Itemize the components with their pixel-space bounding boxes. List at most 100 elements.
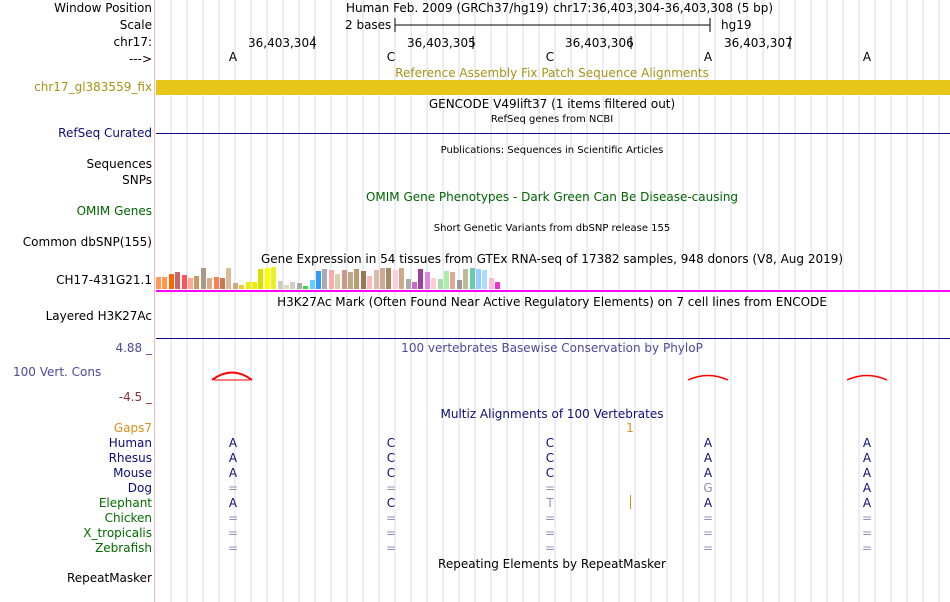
h3k27ac-label[interactable]: Layered H3K27Ac [45,309,152,323]
fix-patch-alignment-bar[interactable] [156,80,950,95]
gtex-tissue-bar[interactable] [437,279,443,289]
assembly-title: Human Feb. 2009 (GRCh37/hg19) [346,1,549,15]
omim-label[interactable]: OMIM Genes [76,204,152,218]
gtex-tissue-bar[interactable] [322,269,328,289]
omim-title: OMIM Gene Phenotypes - Dark Green Can Be… [365,190,739,204]
gtex-tissue-bar[interactable] [181,275,187,289]
repeatmasker-label[interactable]: RepeatMasker [66,571,152,585]
gtex-tissue-bar[interactable] [232,283,238,289]
gtex-tissue-bar[interactable] [380,268,385,289]
dna-base-3: C [545,50,555,64]
gtex-tissue-bar[interactable] [392,270,398,289]
gtex-tissue-bar[interactable] [290,282,296,289]
scale-label: Scale [119,18,152,32]
gaps-label[interactable]: Gaps7 [113,421,152,435]
gtex-tissue-bar[interactable] [226,268,232,289]
species-label[interactable]: X_tropicalis [83,526,152,540]
gtex-tissue-bar[interactable] [399,268,405,289]
gtex-tissue-bar[interactable] [271,267,277,289]
gtex-tissue-bar[interactable] [373,270,379,289]
gtex-tissue-bar[interactable] [316,271,321,289]
gtex-tissue-bar[interactable] [405,279,411,289]
gtex-tissue-bar[interactable] [412,282,417,289]
gtex-tissue-bar[interactable] [156,277,161,289]
species-base: T [546,496,554,510]
gtex-tissue-bar[interactable] [175,272,181,289]
refseq-gene-line[interactable] [156,133,950,134]
gtex-tissue-bar[interactable] [303,286,309,289]
species-label[interactable]: Zebrafish [95,541,152,555]
gtex-tissue-bar[interactable] [482,270,488,289]
fix-patch-label[interactable]: chr17_gl383559_fix [34,80,152,94]
gtex-tissue-bar[interactable] [245,282,251,289]
gtex-tissue-bar[interactable] [463,269,469,289]
gtex-tissue-bar[interactable] [258,269,264,289]
publications-label-2[interactable]: SNPs [122,173,152,187]
gtex-tissue-bar[interactable] [418,269,424,289]
gtex-tissue-bar[interactable] [188,278,193,289]
gtex-label[interactable]: CH17-431G21.1 [56,273,152,287]
species-base: = [861,541,873,555]
gtex-tissue-bar[interactable] [168,274,174,289]
species-base: A [703,496,713,510]
gtex-tissue-bar[interactable] [348,272,353,289]
species-label[interactable]: Chicken [104,511,152,525]
window-position-label: Window Position [54,1,152,15]
gtex-tissue-bar[interactable] [328,270,334,289]
window-position-value[interactable]: chr17:36,403,304-36,403,308 (5 bp) [553,1,774,15]
gtex-tissue-bar[interactable] [162,277,168,289]
phylop-peaks[interactable] [0,365,950,385]
gtex-tissue-bar[interactable] [367,276,373,289]
species-base: = [544,511,556,525]
gtex-title: Gene Expression in 54 tissues from GTEx … [260,252,844,266]
species-label[interactable]: Elephant [98,496,152,510]
gtex-tissue-bar[interactable] [213,277,219,289]
gtex-tissue-bar[interactable] [239,285,245,289]
gtex-tissue-bar[interactable] [488,278,494,289]
species-base: C [386,496,396,510]
gtex-tissue-bar[interactable] [284,285,289,289]
gtex-tissue-bar[interactable] [424,272,430,289]
species-base: = [227,511,239,525]
species-label[interactable]: Rhesus [108,451,152,465]
publications-label-1[interactable]: Sequences [86,157,152,171]
gtex-tissue-bar[interactable] [450,272,456,289]
gtex-tissue-bar[interactable] [354,269,360,289]
gtex-tissue-bar[interactable] [360,271,366,289]
gtex-tissue-bar[interactable] [220,278,225,289]
species-label[interactable]: Dog [127,481,152,495]
species-base: = [861,511,873,525]
gtex-tissue-bar[interactable] [476,269,481,289]
species-base: A [862,496,872,510]
refseq-label[interactable]: RefSeq Curated [58,126,152,140]
species-base: C [386,466,396,480]
gtex-tissue-bar[interactable] [469,268,475,289]
gtex-tissue-bar[interactable] [444,271,449,289]
gtex-tissue-bar[interactable] [277,281,283,289]
gtex-tissue-bar[interactable] [386,268,392,289]
species-base: A [862,481,872,495]
species-base: C [545,466,555,480]
h3k27ac-title: H3K27Ac Mark (Often Found Near Active Re… [277,295,827,309]
gtex-tissue-bar[interactable] [341,270,347,289]
gtex-gene-line[interactable] [156,290,950,292]
species-label[interactable]: Mouse [113,466,152,480]
gtex-tissue-bar[interactable] [495,282,501,289]
species-base: A [703,451,713,465]
phylop-label[interactable]: 100 Vert. Cons [13,365,102,379]
gtex-tissue-bar[interactable] [200,268,206,289]
species-base: = [227,541,239,555]
dbsnp-label[interactable]: Common dbSNP(155) [22,235,152,249]
gtex-tissue-bar[interactable] [309,280,315,289]
gtex-tissue-bar[interactable] [431,278,437,289]
gtex-tissue-bar[interactable] [207,278,213,289]
gtex-tissue-bar[interactable] [296,283,302,289]
gtex-tissue-bar[interactable] [194,276,200,289]
gtex-tissue-bar[interactable] [335,274,341,289]
species-label[interactable]: Human [108,436,152,450]
gtex-tissue-bar[interactable] [456,280,462,289]
ruler-tick-2: 36,403,305 [407,36,476,50]
gtex-tissue-bar[interactable] [252,282,257,289]
ruler-tick-3: 36,403,306 [565,36,634,50]
gtex-tissue-bar[interactable] [264,268,270,289]
